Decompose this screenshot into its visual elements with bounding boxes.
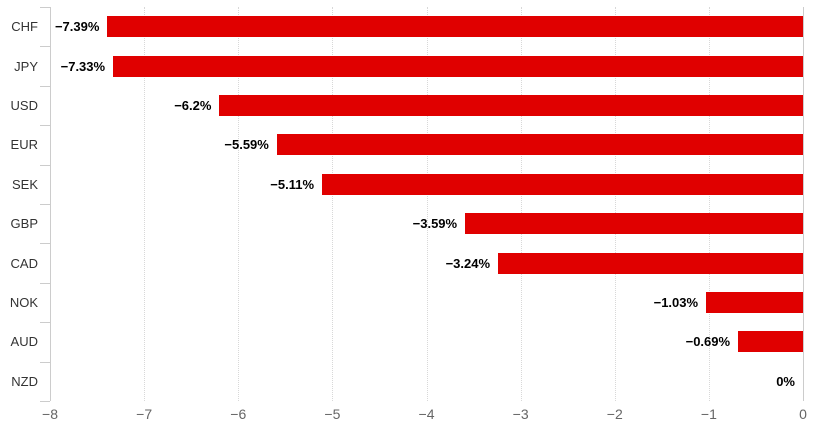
category-label-usd: USD xyxy=(10,97,38,113)
x-tick-label: −6 xyxy=(230,406,247,422)
bar-value-label: −3.59% xyxy=(412,216,458,232)
bar-value-label: −1.03% xyxy=(653,294,699,310)
gridline xyxy=(144,7,146,401)
bar-sek[interactable] xyxy=(322,173,803,195)
category-label-chf: CHF xyxy=(11,19,38,35)
category-label-eur: EUR xyxy=(10,137,38,153)
x-tick-label: −5 xyxy=(324,406,341,422)
zero-axis-line xyxy=(803,7,804,401)
bar-value-label: −7.39% xyxy=(54,19,100,35)
x-tick-label: −3 xyxy=(512,406,529,422)
y-axis-tick xyxy=(40,125,50,127)
x-tick-label: −1 xyxy=(700,406,717,422)
y-axis-tick xyxy=(40,401,50,402)
x-tick-label: −4 xyxy=(418,406,435,422)
y-axis-tick xyxy=(40,7,50,8)
y-axis-line xyxy=(50,7,51,401)
y-axis-tick xyxy=(40,46,50,48)
gridline xyxy=(426,7,428,401)
bar-eur[interactable] xyxy=(276,134,803,156)
bar-value-label: −5.11% xyxy=(270,176,315,192)
category-label-sek: SEK xyxy=(11,176,38,192)
bar-value-label: −3.24% xyxy=(445,255,491,271)
bar-nok[interactable] xyxy=(706,292,803,313)
y-axis-tick xyxy=(40,282,50,284)
gridline xyxy=(708,7,710,401)
y-axis-tick xyxy=(40,164,50,166)
gridline xyxy=(238,7,240,401)
category-label-aud: AUD xyxy=(10,334,38,350)
bar-aud[interactable] xyxy=(738,331,803,353)
x-tick-label: 0 xyxy=(799,406,807,422)
x-tick-label: −2 xyxy=(606,406,623,422)
bar-jpy[interactable] xyxy=(113,55,803,77)
y-axis-tick xyxy=(40,361,50,363)
y-axis-tick xyxy=(40,85,50,87)
gridline xyxy=(332,7,334,401)
category-label-cad: CAD xyxy=(10,255,38,271)
bar-value-label: −6.2% xyxy=(174,97,212,113)
y-axis-tick xyxy=(40,243,50,245)
bar-value-label: −5.59% xyxy=(224,137,269,153)
y-axis-tick xyxy=(40,204,50,205)
category-label-nzd: NZD xyxy=(11,373,38,389)
bar-cad[interactable] xyxy=(498,252,803,274)
bar-value-label: −0.69% xyxy=(685,334,731,350)
bar-value-label: −7.33% xyxy=(60,58,106,74)
bar-usd[interactable] xyxy=(219,95,803,116)
category-label-nok: NOK xyxy=(9,294,38,310)
y-axis-tick xyxy=(40,322,50,324)
gridline xyxy=(614,7,616,401)
bar-value-label: 0% xyxy=(776,373,795,389)
x-tick-label: −8 xyxy=(42,406,58,422)
gridline xyxy=(520,7,522,401)
category-label-gbp: GBP xyxy=(10,216,38,232)
bar-gbp[interactable] xyxy=(465,213,803,235)
bar-chf[interactable] xyxy=(107,16,803,38)
x-tick-label: −7 xyxy=(136,406,153,422)
category-label-jpy: JPY xyxy=(14,58,38,74)
